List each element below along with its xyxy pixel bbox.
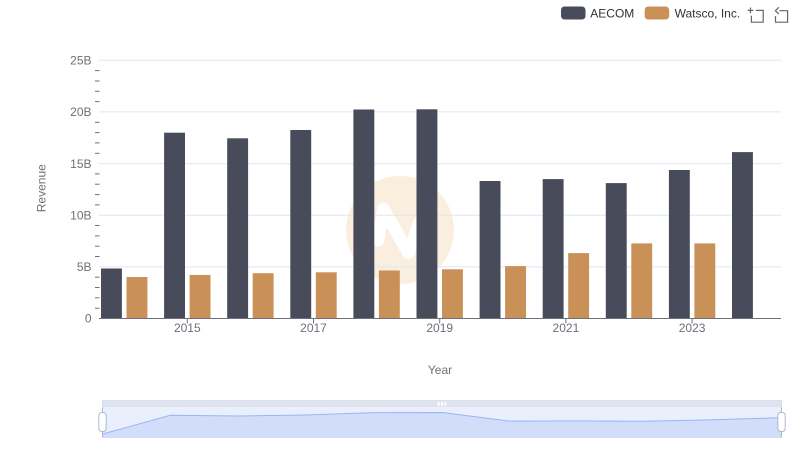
svg-text:10B: 10B <box>70 208 91 222</box>
svg-text:2017: 2017 <box>300 321 327 335</box>
svg-text:Year: Year <box>428 363 452 377</box>
svg-text:5B: 5B <box>77 260 92 274</box>
svg-text:AECOM: AECOM <box>590 6 634 20</box>
svg-text:20B: 20B <box>70 105 91 119</box>
svg-text:2019: 2019 <box>426 321 453 335</box>
svg-text:2015: 2015 <box>174 321 201 335</box>
svg-text:15B: 15B <box>70 157 91 171</box>
svg-text:Revenue: Revenue <box>35 164 49 212</box>
svg-text:2023: 2023 <box>679 321 706 335</box>
svg-text:0: 0 <box>85 312 92 326</box>
svg-text:2021: 2021 <box>553 321 580 335</box>
svg-text:Watsco, Inc.: Watsco, Inc. <box>675 6 741 20</box>
svg-text:25B: 25B <box>70 54 91 68</box>
